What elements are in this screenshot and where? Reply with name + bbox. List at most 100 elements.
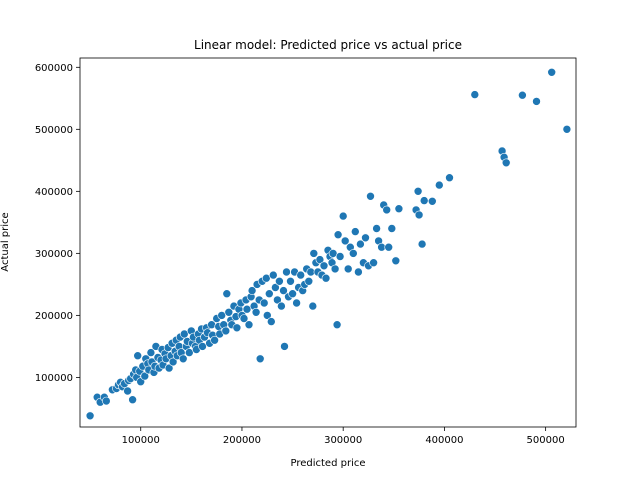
- data-point: [286, 276, 295, 286]
- data-point: [261, 273, 271, 283]
- data-point: [350, 227, 360, 236]
- data-point: [296, 270, 306, 280]
- data-point: [532, 97, 541, 106]
- data-point: [222, 289, 232, 299]
- points-layer: [85, 68, 572, 421]
- data-point: [210, 335, 219, 345]
- data-point: [328, 249, 338, 258]
- data-point: [394, 204, 404, 213]
- x-tick-label: 100000: [122, 435, 160, 446]
- data-point: [518, 90, 527, 100]
- data-point: [251, 307, 261, 317]
- data-point: [259, 298, 269, 308]
- data-point: [146, 348, 156, 357]
- data-point: [304, 276, 314, 286]
- data-point: [391, 256, 401, 266]
- y-tick-label: 500000: [35, 125, 73, 136]
- data-point: [242, 304, 252, 314]
- data-point: [384, 242, 394, 252]
- data-point: [102, 396, 111, 406]
- data-point: [247, 286, 257, 295]
- data-point: [224, 307, 234, 317]
- data-point: [419, 196, 429, 205]
- data-point: [547, 68, 557, 77]
- data-point: [332, 320, 342, 330]
- data-point: [354, 267, 363, 277]
- data-point: [356, 239, 365, 249]
- data-point: [340, 236, 350, 246]
- data-point: [333, 230, 343, 239]
- chart-title: Linear model: Predicted price vs actual …: [194, 38, 462, 52]
- data-point: [244, 320, 254, 330]
- y-tick-label: 100000: [35, 373, 73, 384]
- x-tick-label: 500000: [527, 435, 565, 446]
- data-point: [85, 411, 95, 421]
- y-tick-label: 300000: [35, 249, 73, 260]
- data-point: [282, 267, 291, 277]
- data-point: [268, 270, 278, 280]
- data-point: [562, 125, 572, 134]
- data-point: [372, 224, 381, 233]
- data-point: [279, 286, 288, 295]
- data-point: [321, 273, 331, 283]
- data-point: [309, 249, 319, 258]
- y-axis: 100000 200000 300000 400000 500000 600000: [35, 63, 80, 384]
- data-point: [366, 192, 375, 201]
- data-point: [445, 173, 454, 182]
- plot-frame: [79, 57, 577, 428]
- data-point: [273, 295, 282, 305]
- data-point: [255, 354, 265, 364]
- data-point: [277, 301, 286, 311]
- data-point: [264, 289, 274, 299]
- data-point: [133, 351, 142, 361]
- data-point: [427, 197, 437, 206]
- data-point: [348, 249, 358, 258]
- data-point: [292, 298, 301, 308]
- data-point: [335, 252, 345, 261]
- data-point: [266, 317, 276, 326]
- data-point: [178, 354, 188, 364]
- data-point: [338, 211, 348, 221]
- x-axis-title: Predicted price: [290, 458, 365, 469]
- data-point: [413, 187, 423, 196]
- data-point: [306, 267, 316, 277]
- data-point: [414, 210, 424, 220]
- y-tick-label: 200000: [35, 311, 73, 322]
- data-point: [319, 261, 329, 271]
- data-point: [470, 90, 480, 99]
- data-point: [221, 326, 231, 336]
- data-point: [315, 255, 325, 264]
- x-axis: 100000 200000 300000 400000 500000: [122, 427, 565, 446]
- data-point: [361, 233, 370, 243]
- data-point: [434, 180, 444, 190]
- data-point: [271, 283, 280, 292]
- data-point: [239, 314, 249, 323]
- x-tick-label: 300000: [324, 435, 362, 446]
- y-tick-label: 400000: [35, 187, 73, 198]
- x-tick-label: 200000: [223, 435, 261, 446]
- data-point: [128, 395, 137, 405]
- data-point: [417, 239, 427, 249]
- data-point: [168, 357, 178, 367]
- data-point: [330, 264, 340, 274]
- data-point: [308, 301, 318, 311]
- data-point: [343, 264, 353, 274]
- data-point: [288, 289, 297, 299]
- data-point: [369, 258, 378, 268]
- data-point: [140, 371, 150, 381]
- data-point: [185, 348, 194, 357]
- y-axis-title: Actual price: [0, 212, 11, 271]
- data-point: [280, 342, 289, 351]
- data-point: [501, 158, 511, 168]
- data-point: [123, 386, 132, 396]
- data-point: [198, 342, 207, 351]
- data-point: [232, 323, 242, 333]
- data-point: [377, 242, 386, 252]
- y-tick-label: 600000: [35, 63, 73, 74]
- data-point: [164, 363, 174, 373]
- data-point: [382, 205, 392, 215]
- x-tick-label: 400000: [425, 435, 463, 446]
- data-point: [217, 311, 226, 320]
- data-point: [387, 224, 397, 233]
